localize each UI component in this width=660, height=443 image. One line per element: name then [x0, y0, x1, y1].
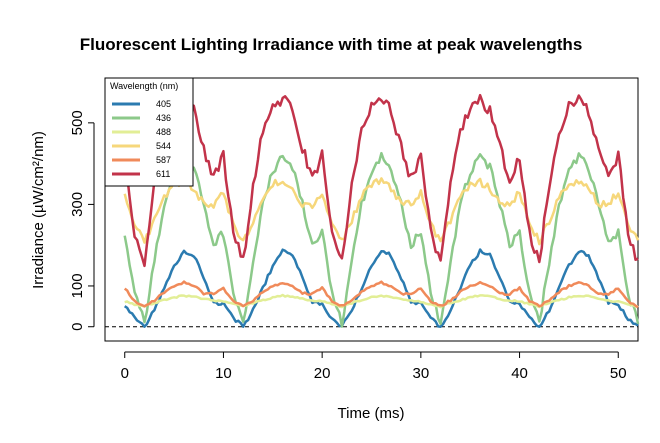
legend-label-436: 436 [156, 113, 171, 123]
legend-label-488: 488 [156, 127, 171, 137]
series-line-587 [123, 280, 639, 309]
x-tick-label: 0 [121, 365, 129, 382]
legend-title: Wavelength (nm) [110, 81, 178, 91]
series-line-544 [123, 177, 640, 246]
y-tick-label: 300 [69, 192, 86, 217]
y-axis: 0 100 300 500 [69, 110, 95, 331]
x-tick-label: 10 [215, 365, 232, 382]
series-line-405 [123, 248, 639, 328]
legend-label-544: 544 [156, 141, 171, 151]
x-tick-label: 20 [314, 365, 331, 382]
y-tick-label: 100 [69, 273, 86, 298]
plot-frame [104, 77, 639, 342]
x-axis-label: Time (ms) [338, 405, 405, 422]
chart-title: Fluorescent Lighting Irradiance with tim… [80, 35, 583, 54]
x-tick-label: 30 [413, 365, 430, 382]
y-tick-label: 500 [69, 110, 86, 135]
legend-label-405: 405 [156, 99, 171, 109]
x-axis: 0 10 20 30 40 50 [121, 351, 627, 382]
series-line-611 [123, 93, 639, 268]
legend-label-587: 587 [156, 155, 171, 165]
y-tick-label: 0 [69, 323, 86, 331]
x-tick-label: 50 [610, 365, 627, 382]
legend-label-611: 611 [156, 169, 170, 179]
y-axis-label: Irradiance (µW/cm²/nm) [30, 131, 47, 289]
x-tick-label: 40 [511, 365, 528, 382]
series-line-436 [123, 151, 640, 328]
legend: Wavelength (nm) 405 436 488 544 587 611 [104, 77, 194, 187]
series-line-488 [124, 293, 638, 309]
